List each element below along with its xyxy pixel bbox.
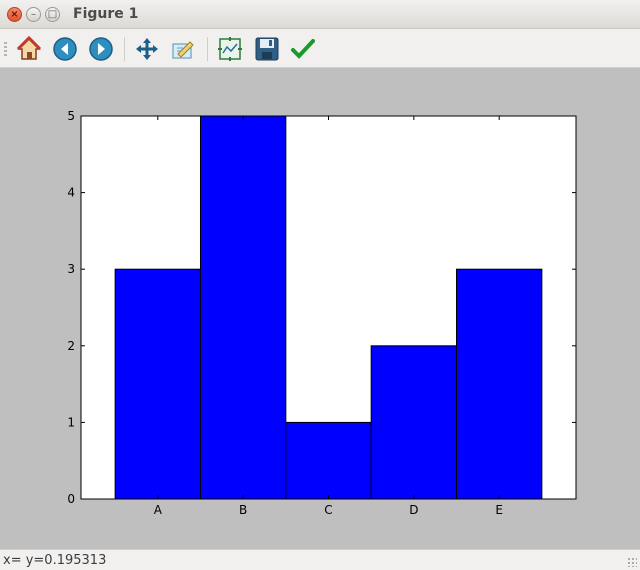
edit-parameters-button[interactable]: [289, 35, 317, 63]
bar-chart: 0 1 2 3 4 5 A B C D E: [67, 109, 577, 517]
y-tick-label: 4: [67, 186, 75, 200]
home-button[interactable]: [15, 35, 43, 63]
toolbar-separator: [207, 37, 208, 61]
maximize-window-button[interactable]: □: [45, 7, 60, 22]
minimize-window-button[interactable]: –: [26, 7, 41, 22]
floppy-disk-icon: [255, 37, 279, 61]
move-arrows-icon: [136, 38, 158, 60]
save-button[interactable]: [253, 35, 281, 63]
y-tick-label: 2: [67, 339, 75, 353]
x-tick-label-e: E: [495, 503, 503, 517]
zoom-rect-icon: [172, 41, 194, 59]
status-bar: x= y=0.195313: [0, 549, 640, 570]
figure-canvas[interactable]: 0 1 2 3 4 5 A B C D E: [0, 68, 640, 549]
toolbar-grip[interactable]: [4, 42, 7, 56]
navigation-toolbar: [0, 29, 640, 68]
arrow-right-icon: [89, 37, 113, 61]
arrow-left-icon: [53, 37, 77, 61]
bar-a: [114, 268, 201, 500]
y-tick-label: 3: [67, 262, 75, 276]
cursor-coordinates: x= y=0.195313: [3, 553, 107, 568]
y-tick-label: 5: [67, 109, 75, 123]
zoom-button[interactable]: [169, 35, 197, 63]
back-button[interactable]: [51, 35, 79, 63]
resize-grip[interactable]: [627, 557, 637, 567]
checkmark-icon: [291, 39, 315, 59]
x-tick-label-a: A: [154, 503, 163, 517]
x-tick-label-b: B: [239, 503, 247, 517]
configure-subplots-button[interactable]: [216, 35, 244, 63]
x-tick-label-d: D: [409, 503, 418, 517]
configure-subplots-icon: [218, 37, 242, 61]
toolbar-separator: [124, 37, 125, 61]
pan-button[interactable]: [133, 35, 161, 63]
x-tick-label-c: C: [324, 503, 332, 517]
bar-e: [456, 268, 543, 500]
y-tick-label: 1: [67, 415, 75, 429]
close-window-button[interactable]: ×: [7, 7, 22, 22]
home-icon: [16, 35, 42, 60]
window-title: Figure 1: [73, 6, 139, 22]
bar-b: [199, 115, 287, 500]
bar-c: [285, 421, 372, 500]
forward-button[interactable]: [87, 35, 115, 63]
title-bar: × – □ Figure 1: [0, 0, 640, 29]
bar-d: [370, 345, 458, 500]
y-tick-label: 0: [67, 492, 75, 506]
